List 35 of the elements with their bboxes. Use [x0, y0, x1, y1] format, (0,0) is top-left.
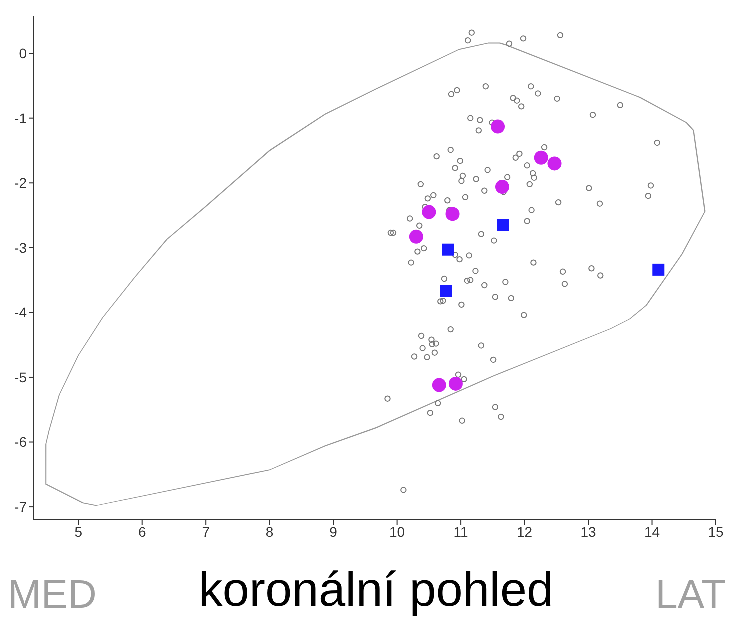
y-tick-label: -7	[14, 499, 28, 516]
y-tick-label: 0	[19, 46, 28, 62]
point	[440, 285, 452, 298]
x-tick-label: 6	[138, 524, 146, 540]
point	[491, 120, 506, 134]
x-tick-label: 5	[74, 524, 83, 540]
point	[409, 230, 424, 244]
point	[497, 219, 510, 232]
point	[446, 207, 460, 222]
point	[448, 376, 463, 391]
x-tick-label: 12	[516, 524, 533, 540]
x-tick-label: 8	[266, 524, 274, 540]
x-tick-label: 9	[330, 524, 338, 540]
y-tick-label: -2	[14, 175, 28, 192]
y-tick-label: -4	[14, 304, 28, 321]
x-tick-label: 10	[390, 524, 406, 540]
text: MED	[8, 573, 97, 618]
point	[534, 150, 548, 165]
x-tick-label: 15	[708, 524, 724, 540]
x-tick-label: 7	[202, 524, 210, 540]
y-tick-label: -6	[14, 434, 28, 450]
point	[548, 156, 562, 171]
point	[442, 244, 454, 256]
point	[432, 378, 446, 392]
y-tick-label: -1	[14, 110, 28, 126]
text: LAT	[656, 573, 726, 618]
x-tick-label: 13	[580, 524, 597, 540]
y-tick-label: -3	[14, 240, 28, 256]
y-tick-label: -5	[14, 369, 28, 386]
x-tick-label: 14	[644, 524, 660, 540]
x-tick-label: 11	[454, 524, 469, 540]
point	[495, 180, 510, 194]
point	[422, 205, 436, 220]
point	[652, 264, 665, 276]
text: koronální pohled	[198, 563, 554, 618]
